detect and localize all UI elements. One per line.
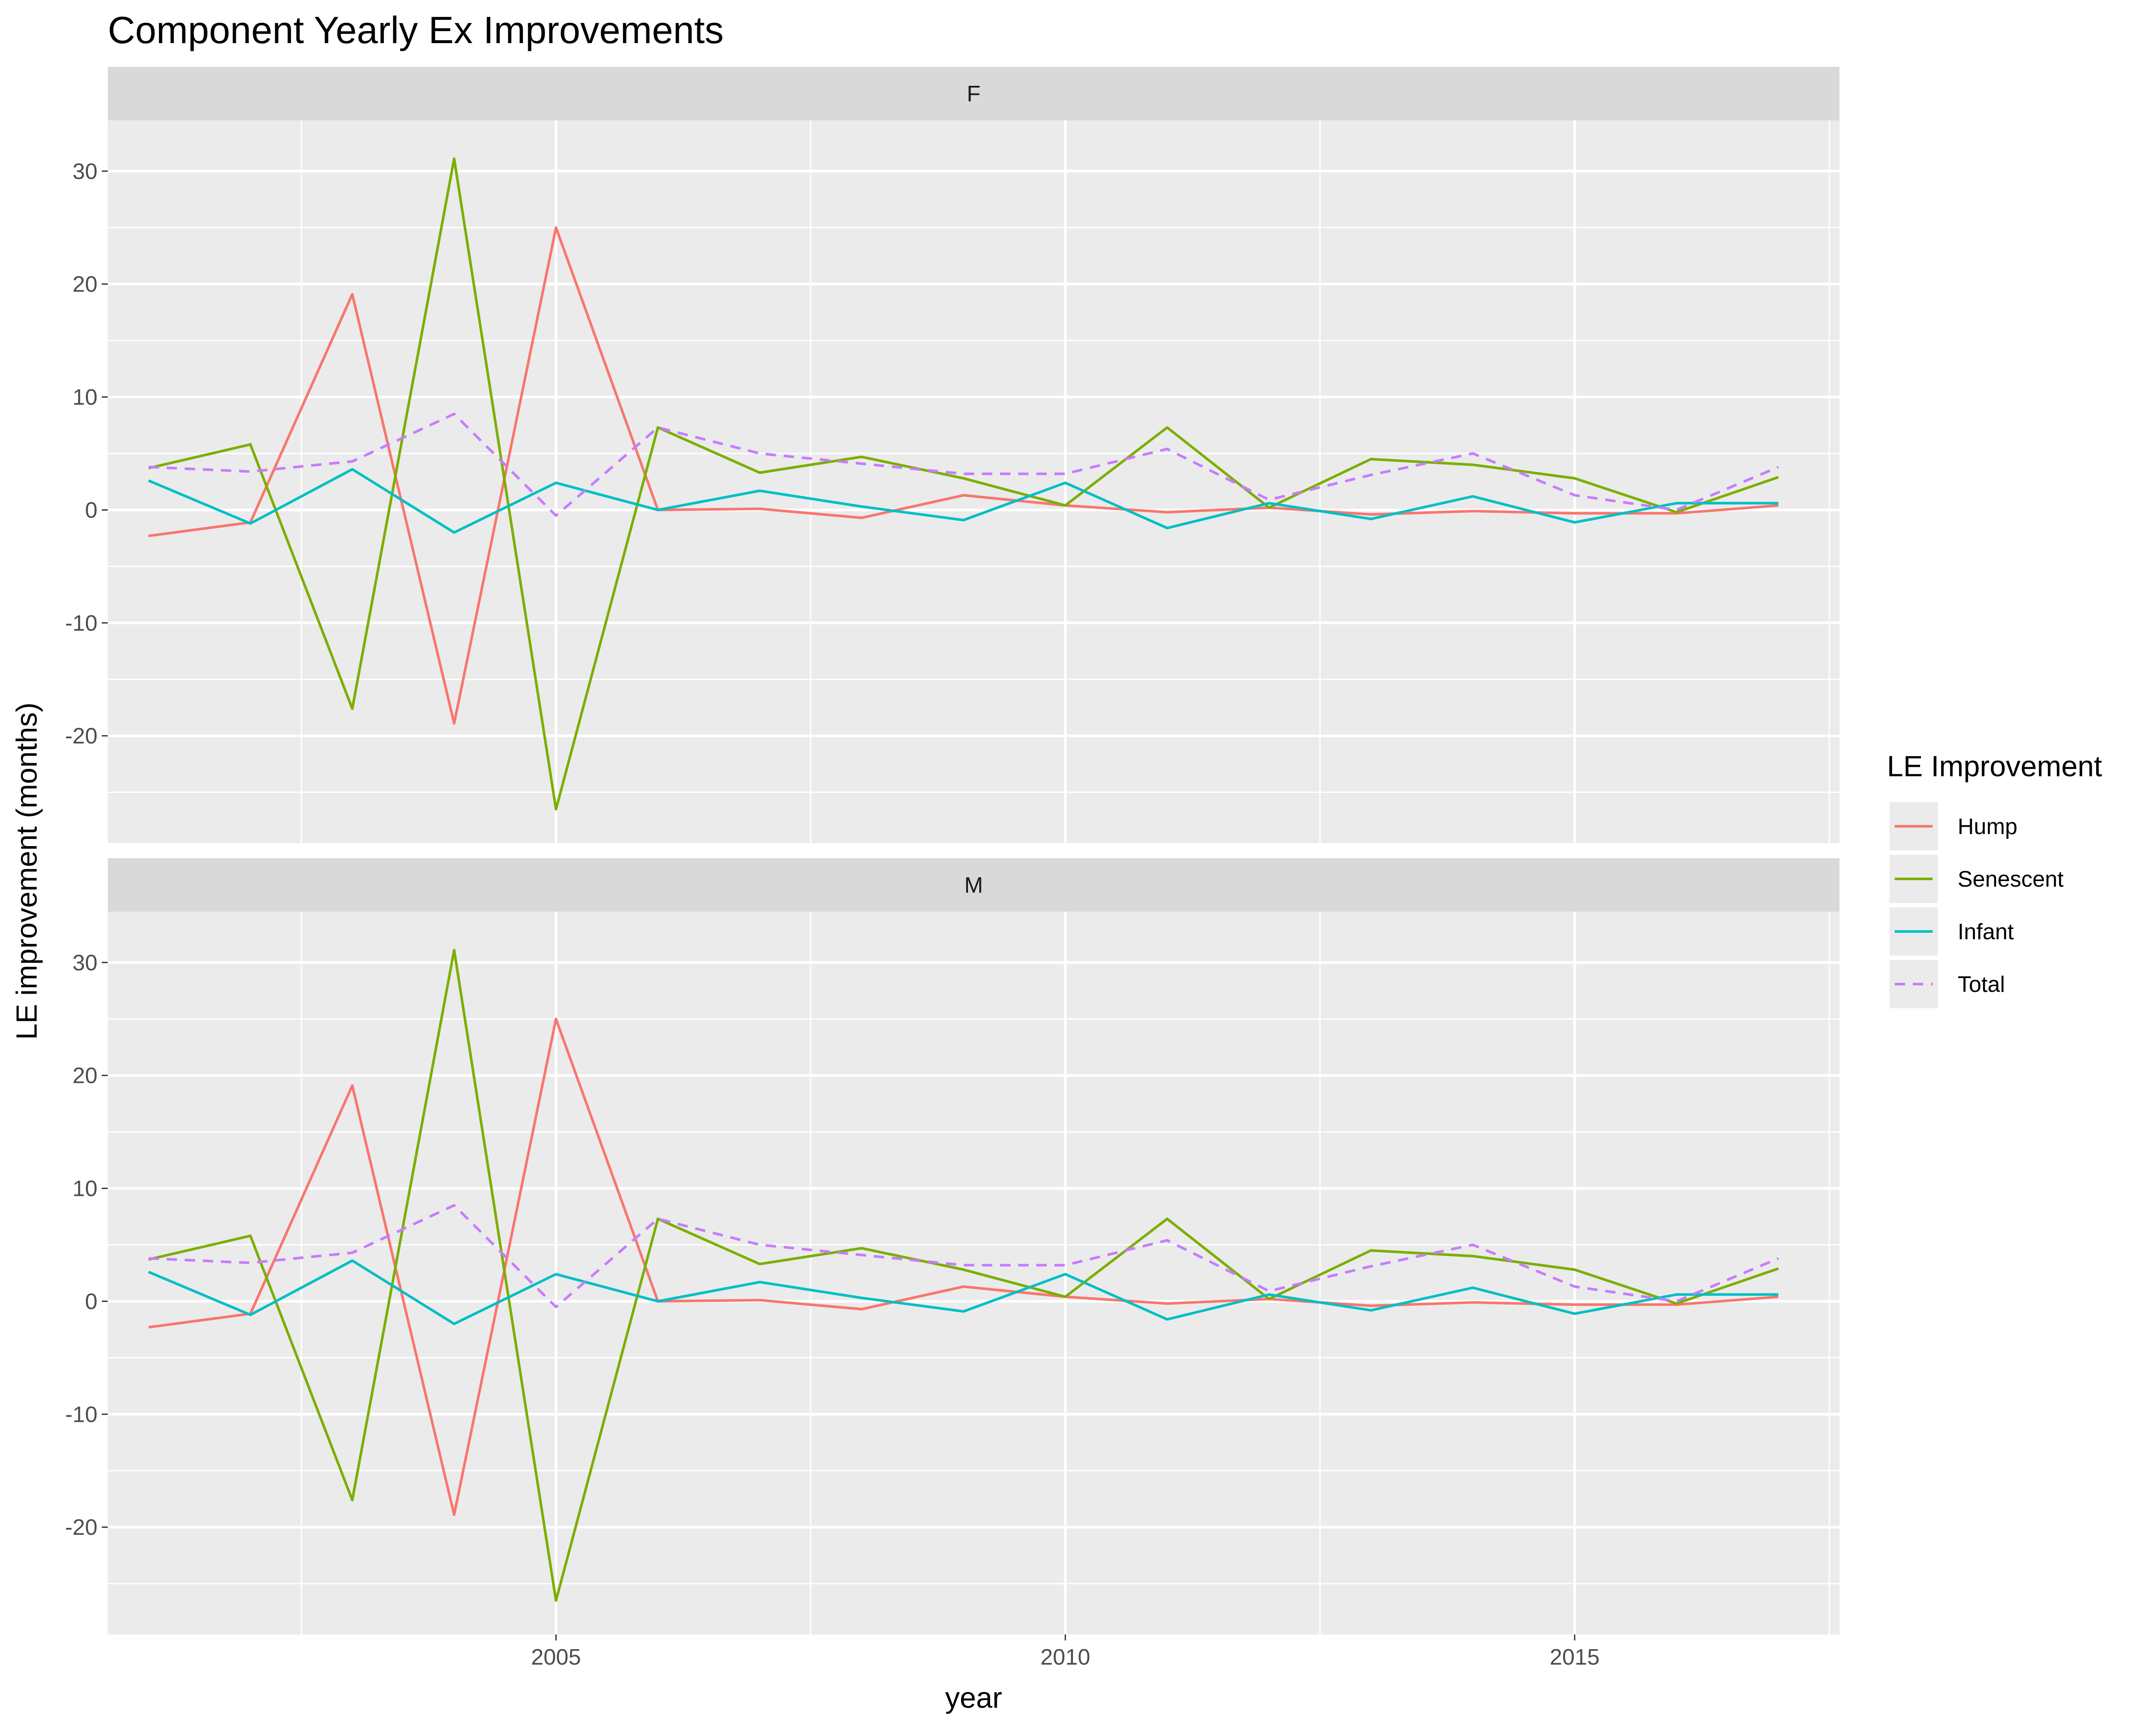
y-tick-label: 10 (72, 1176, 97, 1201)
legend-item-senescent: Senescent (1890, 855, 2064, 903)
legend-item-infant: Infant (1890, 907, 2014, 956)
legend-label: Senescent (1958, 867, 2064, 892)
legend-label: Infant (1958, 919, 2014, 944)
legend-title: LE Improvement (1887, 750, 2102, 783)
facet-strip (108, 858, 1839, 912)
legend-item-total: Total (1890, 960, 2005, 1008)
y-axis-title: LE improvement (months) (10, 703, 43, 1040)
legend-label: Total (1958, 972, 2005, 997)
y-tick-label: 30 (72, 950, 97, 975)
facet-strip-label: F (967, 82, 981, 107)
x-tick-label: 2010 (1040, 1645, 1091, 1670)
legend: LE Improvement Hump Senescent Infant Total (1887, 750, 2102, 1008)
y-tick-label: 10 (72, 385, 97, 410)
series-line-hump (148, 1017, 1779, 1516)
legend-item-hump: Hump (1890, 802, 2018, 850)
series-line-senescent (148, 949, 1779, 1602)
series-line-infant (148, 468, 1779, 534)
y-tick-label: -20 (65, 724, 97, 749)
series-line-hump (148, 226, 1779, 725)
y-tick-label: 30 (72, 159, 97, 184)
y-tick-label: -10 (65, 1402, 97, 1427)
y-tick-label: 20 (72, 272, 97, 297)
series-line-total (148, 412, 1779, 517)
x-tick-label: 2005 (531, 1645, 581, 1670)
series-line-infant (148, 1259, 1779, 1325)
y-tick-label: 20 (72, 1063, 97, 1088)
facet-panels: F -20 -10 0 10 20 30 M -20 -10 0 10 20 30 2005 2010 2015 (65, 67, 1839, 1670)
y-tick-label: 0 (85, 498, 97, 523)
series-line-senescent (148, 157, 1779, 811)
legend-label: Hump (1958, 814, 2018, 839)
chart-title: Component Yearly Ex Improvements (108, 9, 724, 51)
y-tick-label: 0 (85, 1289, 97, 1314)
y-tick-label: -20 (65, 1515, 97, 1540)
facet-strip-label: M (964, 873, 983, 898)
facet-strip (108, 67, 1839, 120)
x-axis-title: year (945, 1681, 1002, 1714)
facet-panel-M: M -20 -10 0 10 20 30 2005 2010 2015 (65, 858, 1839, 1670)
y-tick-label: -10 (65, 611, 97, 636)
series-line-total (148, 1204, 1779, 1308)
x-tick-label: 2015 (1550, 1645, 1600, 1670)
facet-panel-F: F -20 -10 0 10 20 30 (65, 67, 1839, 843)
